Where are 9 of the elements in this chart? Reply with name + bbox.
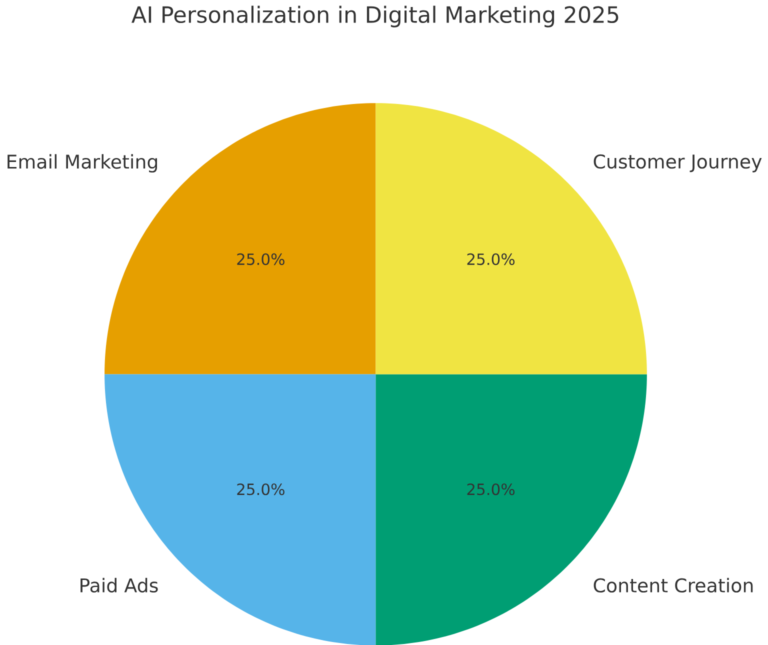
slice-label: Content Creation [594, 578, 753, 592]
data-label: 25.0% [237, 253, 284, 265]
slice-label: Paid Ads [80, 578, 158, 592]
data-label: 25.0% [467, 253, 515, 265]
data-label: 25.0% [467, 483, 515, 495]
chart-title: AI Personalization in Digital Marketing 2025 [132, 6, 618, 28]
slice-label: Email Marketing [8, 154, 158, 172]
slice-label: Customer Journey [594, 154, 762, 172]
data-label: 25.0% [237, 483, 284, 495]
